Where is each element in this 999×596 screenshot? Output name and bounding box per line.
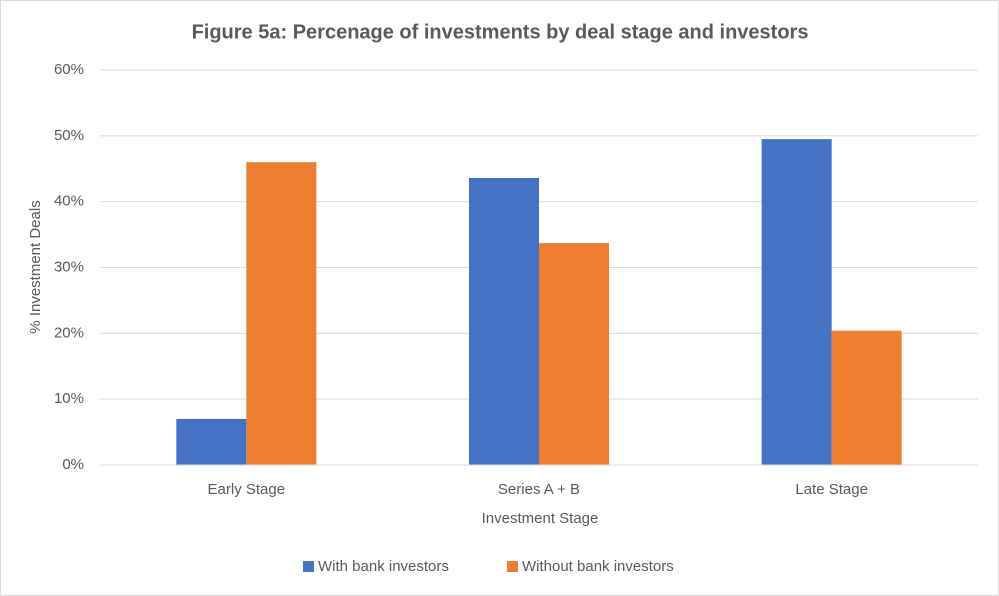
y-tick-label: 50% [54, 127, 84, 144]
x-tick-label: Early Stage [208, 481, 286, 498]
bar [539, 243, 609, 465]
bar [761, 139, 832, 465]
legend-label: Without bank investors [522, 558, 674, 575]
legend-swatch [507, 561, 518, 572]
y-tick-label: 60% [54, 61, 84, 78]
y-tick-label: 40% [54, 193, 84, 210]
legend-label: With bank investors [318, 558, 449, 575]
y-tick-label: 0% [62, 456, 84, 473]
bar [246, 162, 317, 465]
x-tick-label: Series A + B [498, 481, 580, 498]
legend-swatch [303, 561, 314, 572]
chart-title: Figure 5a: Percenage of investments by d… [192, 21, 809, 43]
bar [469, 177, 539, 465]
y-tick-label: 20% [54, 324, 84, 341]
x-axis-label: Investment Stage [482, 510, 599, 527]
y-axis-label: % Investment Deals [27, 200, 44, 333]
y-tick-label: 30% [54, 258, 84, 275]
x-tick-label: Late Stage [795, 481, 868, 498]
bar [176, 418, 247, 465]
y-tick-label: 10% [54, 390, 84, 407]
bar [831, 330, 902, 465]
